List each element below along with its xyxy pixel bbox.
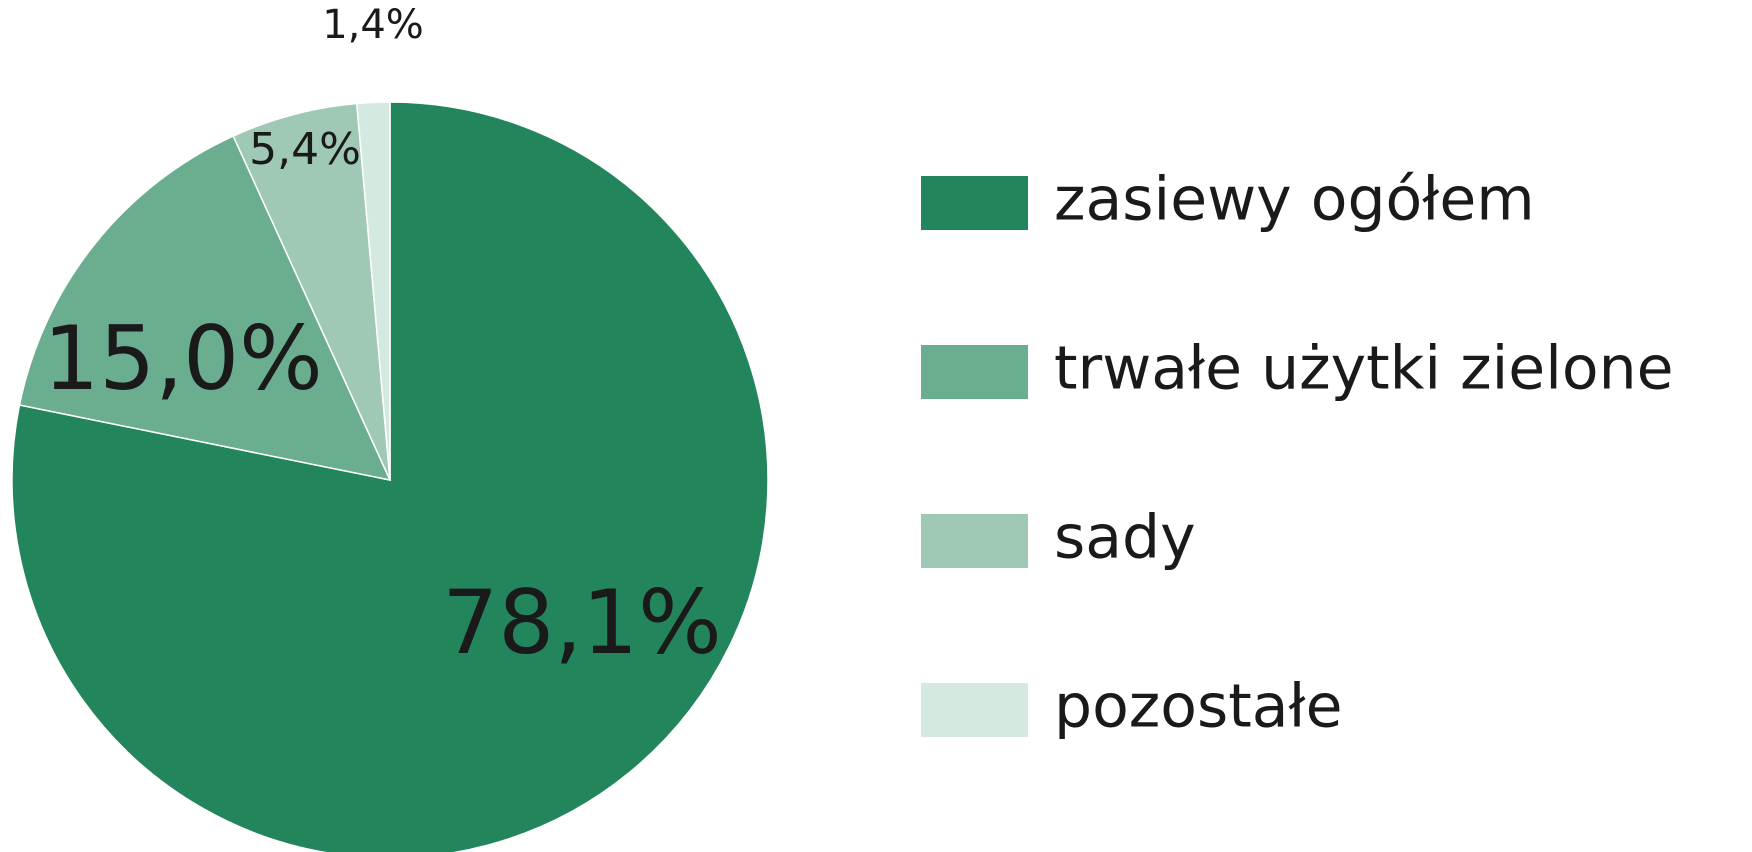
data-label: 5,4% [249, 124, 361, 175]
pie-slice [18, 135, 392, 482]
legend-swatch [921, 176, 1028, 230]
data-label: 78,1% [442, 571, 722, 674]
legend-label: zasiewy ogółem [1054, 165, 1535, 235]
legend-swatch [921, 683, 1028, 737]
pie-slice [355, 101, 391, 481]
data-label: 1,4% [322, 2, 424, 48]
legend-label: sady [1054, 503, 1196, 573]
legend-swatch [921, 345, 1028, 399]
data-label: 15,0% [43, 307, 323, 410]
legend-label: trwałe użytki zielone [1054, 334, 1674, 404]
legend-swatch [921, 514, 1028, 568]
legend-label: pozostałe [1054, 672, 1343, 742]
